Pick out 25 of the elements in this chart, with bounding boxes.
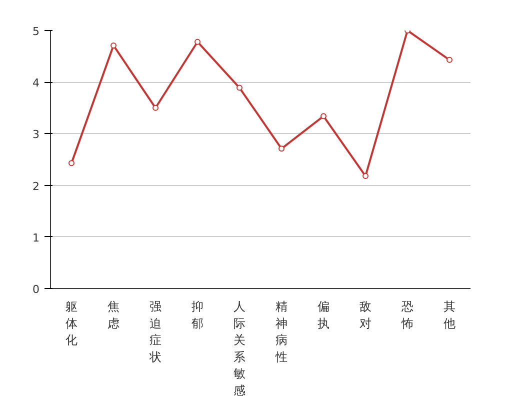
point: [446, 56, 452, 63]
x-tick-label: 敌对: [360, 300, 372, 330]
point: [278, 146, 284, 152]
x-tick-label: 强迫症状: [148, 300, 162, 364]
x-tick-label: 躯体化: [66, 300, 78, 348]
y-tick-label: 2: [32, 180, 40, 193]
point: [362, 173, 368, 180]
x-tick-label: 其他: [444, 300, 456, 330]
point: [110, 42, 116, 48]
x-tick-label: 抑郁: [192, 300, 204, 330]
point: [320, 113, 326, 120]
y-tick-label: 0: [32, 283, 40, 296]
y-tick-label: 1: [32, 231, 40, 244]
x-tick-label: 焦虑: [108, 300, 120, 330]
point: [236, 84, 242, 91]
x-tick-label: 恐怖: [400, 300, 414, 330]
y-tick-label: 4: [32, 76, 40, 90]
y-tick-label: 5: [32, 25, 40, 38]
point: [68, 160, 74, 166]
point: [152, 104, 158, 111]
x-tick-label: 偏执: [318, 300, 330, 330]
point: [194, 38, 200, 45]
x-tick-label: 人际关系敏感: [234, 300, 246, 398]
y-tick-label: 3: [32, 128, 40, 142]
x-tick-label: 精神病性: [274, 300, 288, 364]
